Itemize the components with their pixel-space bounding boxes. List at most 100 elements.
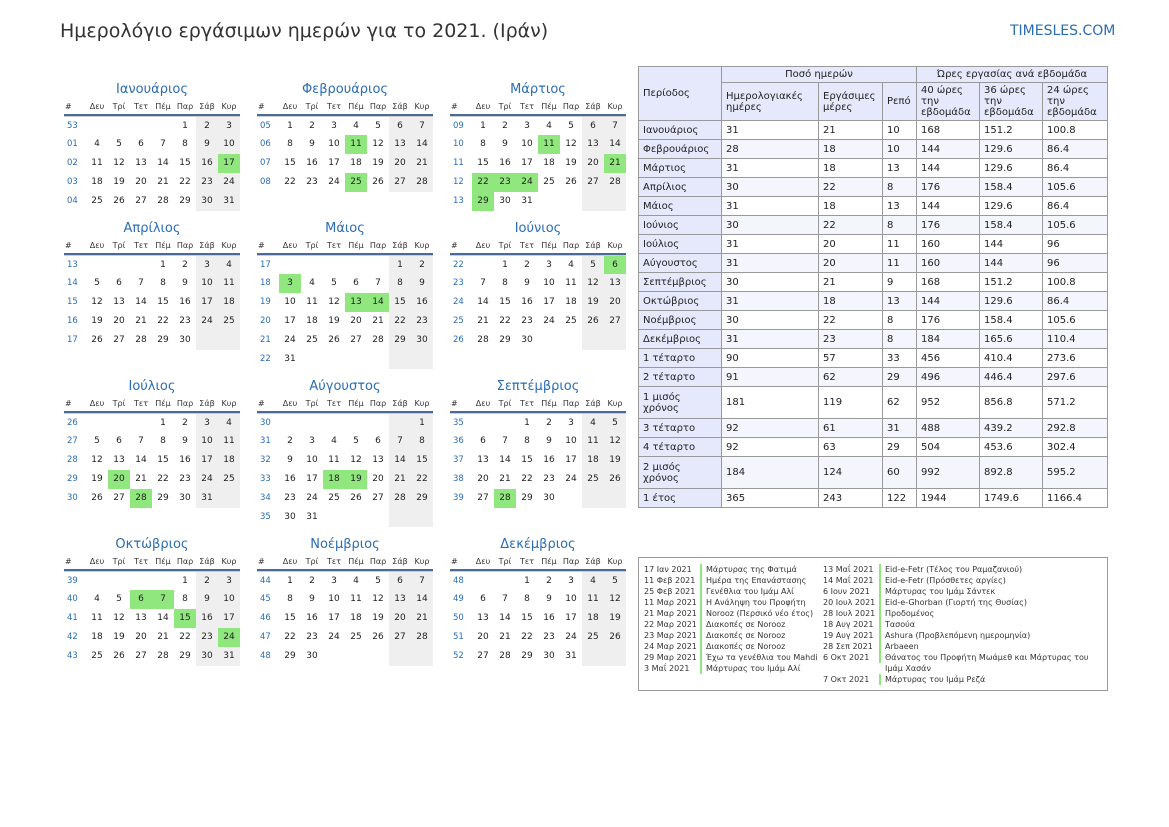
week-row: 44 1 2 3 4 5 6 7: [257, 571, 433, 590]
header-period: Περίοδος: [638, 66, 722, 121]
day-cell: 9: [182, 278, 188, 288]
weekday-label: Κυρ: [221, 102, 237, 111]
weekday-label: Τετ: [519, 399, 535, 408]
week-number: 02: [67, 158, 78, 168]
day-cell: 1: [516, 571, 538, 590]
day-cell: 2: [196, 571, 218, 590]
week-row: 09 1 2 3 4 5 6 7: [450, 116, 626, 135]
day-cell: 9: [524, 278, 530, 288]
day-cell: 25: [306, 335, 318, 345]
month-5: Μάιος # Δευ Τρί Τετ Πέμ Παρ Σάβ Κυρ 17 1 2 18 3 4 5 6 7 8 9…: [257, 220, 433, 369]
weekday-header: # Δευ Τρί Τετ Πέμ Παρ Σάβ Κυρ: [450, 238, 626, 255]
week-number: 15: [67, 297, 78, 307]
day-cell: 5: [353, 436, 359, 446]
week-number: 01: [67, 139, 78, 149]
week-number-header: #: [451, 241, 458, 250]
day-cell: 16: [411, 293, 433, 312]
table-row: Αύγουστος 31 20 11 160 144 96: [638, 253, 1108, 273]
holiday-row: 28 Σεπ 2021 Arbaeen: [823, 641, 1089, 652]
day-cell: 2: [516, 255, 538, 274]
day-cell: 8: [411, 432, 433, 451]
month-name: Μάιος: [325, 221, 365, 236]
day-cell: 27: [604, 312, 626, 331]
day-cell: 19: [372, 613, 384, 623]
weekday-label: Κυρ: [221, 241, 237, 250]
empty-cell: [494, 413, 516, 432]
period-label: 2 τέταρτο: [638, 367, 722, 387]
table-cell: 856.8: [979, 386, 1043, 419]
empty-cell: [86, 413, 108, 432]
day-cell: 11: [306, 297, 318, 307]
holiday-name: Ιμάμ Χασάν: [885, 664, 931, 673]
table-cell: 410.4: [979, 348, 1043, 368]
holiday-date: 6 Οκτ 2021: [823, 653, 870, 662]
empty-cell: [108, 413, 130, 432]
empty-cell: [86, 116, 108, 135]
day-cell: 1: [174, 571, 196, 590]
day-cell: 23: [179, 474, 191, 484]
site-link[interactable]: TIMESLES.COM: [1010, 23, 1116, 39]
table-cell: 8: [882, 329, 917, 349]
day-cell: 1: [516, 413, 538, 432]
day-cell: 30: [196, 647, 218, 666]
day-cell: 30: [543, 651, 555, 661]
week-row: 34 23 24 25 26 27 28 29: [257, 489, 433, 508]
weekday-header: # Δευ Τρί Τετ Πέμ Παρ Σάβ Κυρ: [64, 238, 240, 255]
day-cell: 27: [350, 335, 362, 345]
day-cell: 11: [565, 278, 577, 288]
week-number: 43: [67, 651, 78, 661]
day-cell: 24: [565, 632, 577, 642]
period-label: Δεκέμβριος: [638, 329, 722, 349]
table-cell: 243: [818, 488, 883, 508]
day-cell: 28: [372, 335, 384, 345]
table-cell: 446.4: [979, 367, 1043, 387]
day-cell: 5: [116, 594, 122, 604]
table-cell: 18: [818, 158, 883, 178]
week-number: 11: [453, 158, 464, 168]
day-cell: 13: [389, 135, 411, 154]
table-cell: 28: [721, 139, 819, 159]
week-number: 33: [260, 474, 271, 484]
day-cell: 1: [174, 116, 196, 135]
period-label: Αύγουστος: [638, 253, 722, 273]
empty-cell: [604, 331, 626, 350]
day-cell: 1: [472, 116, 494, 135]
holiday-name: Ημέρα της Επανάστασης: [700, 575, 806, 586]
empty-cell: [345, 350, 367, 369]
week-number-header: #: [258, 399, 265, 408]
holiday-date: 18 Αυγ 2021: [823, 620, 874, 629]
day-cell: 25: [582, 470, 604, 489]
table-cell: 144: [916, 139, 980, 159]
table-cell: 86.4: [1042, 139, 1108, 159]
week-number: 44: [257, 571, 279, 590]
empty-cell: [323, 413, 345, 432]
day-cell: 23: [284, 493, 296, 503]
weekday-label: Τετ: [326, 557, 342, 566]
month-8: Αύγουστος # Δευ Τρί Τετ Πέμ Παρ Σάβ Κυρ 30 1 31 2 3 4 5…: [257, 378, 433, 527]
holiday-date: 29 Μαρ 2021: [644, 653, 697, 662]
holiday-row: 3 Μαΐ 2021 Μάρτυρας του Ιμάμ Αλί: [644, 663, 818, 674]
table-cell: 22: [818, 177, 883, 197]
table-cell: 13: [882, 291, 917, 311]
holiday-date: 11 Φεβ 2021: [644, 576, 696, 585]
table-cell: 63: [818, 437, 883, 457]
holiday-row: 28 Ιουλ 2021 Προδομένος: [823, 608, 1089, 619]
empty-cell: [472, 255, 494, 274]
day-cell: 13: [389, 590, 411, 609]
day-cell: 22: [157, 474, 169, 484]
weekday-header: # Δευ Τρί Τετ Πέμ Παρ Σάβ Κυρ: [64, 396, 240, 413]
table-row: Ιούλιος 31 20 11 160 144 96: [638, 234, 1108, 254]
week-number: 20: [260, 316, 271, 326]
day-cell: 12: [372, 139, 384, 149]
day-cell: 26: [372, 632, 384, 642]
month-name: Νοέμβριος: [310, 537, 380, 552]
week-number: 19: [260, 297, 271, 307]
period-label: 3 τέταρτο: [638, 418, 722, 438]
holiday-name: Διακοπές σε Norooz: [700, 619, 785, 630]
table-row: 4 τέταρτο 92 63 29 504 453.6 302.4: [638, 437, 1108, 457]
day-cell: 28: [494, 489, 516, 508]
table-cell: 30: [721, 177, 819, 197]
day-cell: 16: [196, 154, 218, 173]
day-cell: 1: [389, 255, 411, 274]
day-cell: 15: [179, 158, 191, 168]
